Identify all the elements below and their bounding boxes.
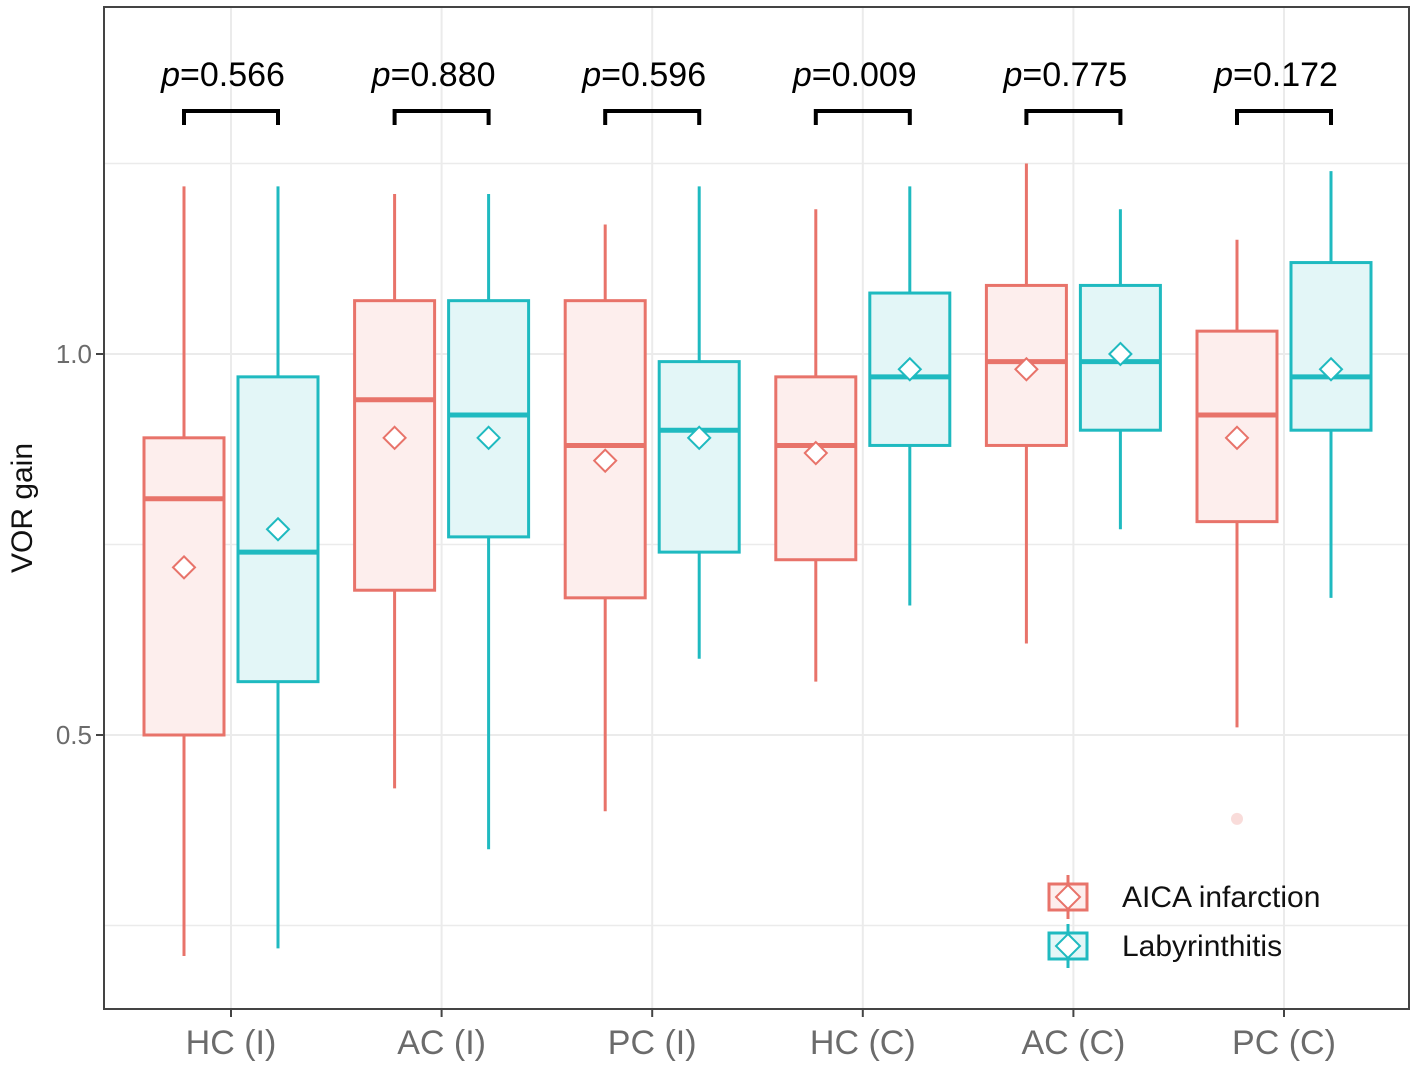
- box-lab: [657, 186, 741, 659]
- p-value-brackets: p=0.566 p=0.880 p=0.596 p=0.009 p=0.775 p=0.1…: [160, 56, 1338, 125]
- p-value-bracket: [182, 109, 280, 125]
- p-value: =0.596: [601, 56, 706, 94]
- p-symbol: p: [581, 56, 601, 94]
- box-lab: [447, 193, 531, 850]
- p-value-label: p=0.596: [581, 56, 706, 94]
- plot-panel-border: [103, 6, 1410, 1010]
- p-value-bracket: [392, 109, 491, 125]
- x-tick-label: HC (C): [810, 1024, 916, 1062]
- p-symbol: p: [1002, 56, 1022, 94]
- grid-lines: [104, 7, 1409, 1009]
- box-aica: [563, 224, 647, 812]
- mean-marker: [1013, 356, 1039, 382]
- y-axis-title: VOR gain: [6, 443, 39, 573]
- p-value-bracket: [813, 109, 912, 125]
- box-iqr: [1289, 261, 1373, 432]
- mean-marker: [476, 425, 502, 451]
- legend-label: AICA infarction: [1122, 881, 1320, 914]
- box-lab: [868, 186, 952, 606]
- mean-marker: [897, 356, 923, 382]
- axes: 0.5 1.0 HC (I) AC (I) PC (I) HC (C) AC (C) PC (…: [56, 339, 1336, 1062]
- x-tick-label: PC (I): [608, 1024, 697, 1062]
- legend-key-diamond: [1054, 883, 1082, 911]
- legend-label: Labyrinthitis: [1122, 930, 1282, 963]
- box-lab: [236, 186, 320, 949]
- legend-item-lab: Labyrinthitis: [1047, 924, 1282, 968]
- mean-marker: [265, 516, 291, 542]
- p-symbol: p: [160, 56, 180, 94]
- p-value-bracket: [1235, 109, 1333, 125]
- box-aica: [142, 186, 226, 956]
- box-iqr: [774, 375, 858, 562]
- mean-marker: [803, 440, 829, 466]
- box-aica: [984, 163, 1068, 644]
- mean-marker: [686, 425, 712, 451]
- p-symbol: p: [792, 56, 812, 94]
- p-symbol: p: [371, 56, 391, 94]
- outlier-point: [1231, 812, 1243, 825]
- box-aica: [353, 193, 437, 789]
- mean-marker: [1224, 425, 1250, 451]
- mean-marker: [382, 425, 408, 451]
- legend-item-aica: AICA infarction: [1047, 875, 1320, 919]
- x-tick-label: PC (C): [1232, 1024, 1336, 1062]
- mean-marker: [1107, 341, 1133, 367]
- box-aica: [1195, 239, 1279, 825]
- p-value-label: p=0.566: [160, 56, 285, 94]
- x-tick-label: HC (I): [186, 1024, 277, 1062]
- mean-marker: [171, 554, 197, 580]
- p-value: =0.775: [1022, 56, 1127, 94]
- y-tick-label: 0.5: [56, 720, 92, 750]
- legend-key-diamond: [1054, 932, 1082, 960]
- p-value-label: p=0.880: [371, 56, 496, 94]
- mean-marker: [1318, 356, 1344, 382]
- p-value: =0.172: [1233, 56, 1338, 94]
- legend: AICA infarction Labyrinthitis: [1047, 875, 1320, 968]
- box-aica: [774, 209, 858, 682]
- p-value-bracket: [1024, 109, 1123, 125]
- box-lab: [1289, 171, 1373, 598]
- box-plots: [142, 163, 1373, 956]
- p-value: =0.009: [812, 56, 917, 94]
- p-value: =0.880: [391, 56, 496, 94]
- x-tick-label: AC (I): [397, 1024, 486, 1062]
- p-value-bracket: [603, 109, 702, 125]
- p-value-label: p=0.775: [1002, 56, 1127, 94]
- box-iqr: [657, 360, 741, 554]
- box-iqr: [447, 299, 531, 539]
- p-symbol: p: [1213, 56, 1233, 94]
- p-value-label: p=0.172: [1213, 56, 1338, 94]
- box-iqr: [142, 436, 226, 737]
- y-tick-label: 1.0: [56, 339, 92, 369]
- p-value-label: p=0.009: [792, 56, 917, 94]
- box-lab: [1078, 209, 1162, 530]
- p-value: =0.566: [180, 56, 285, 94]
- x-tick-label: AC (C): [1021, 1024, 1125, 1062]
- mean-marker: [592, 448, 618, 474]
